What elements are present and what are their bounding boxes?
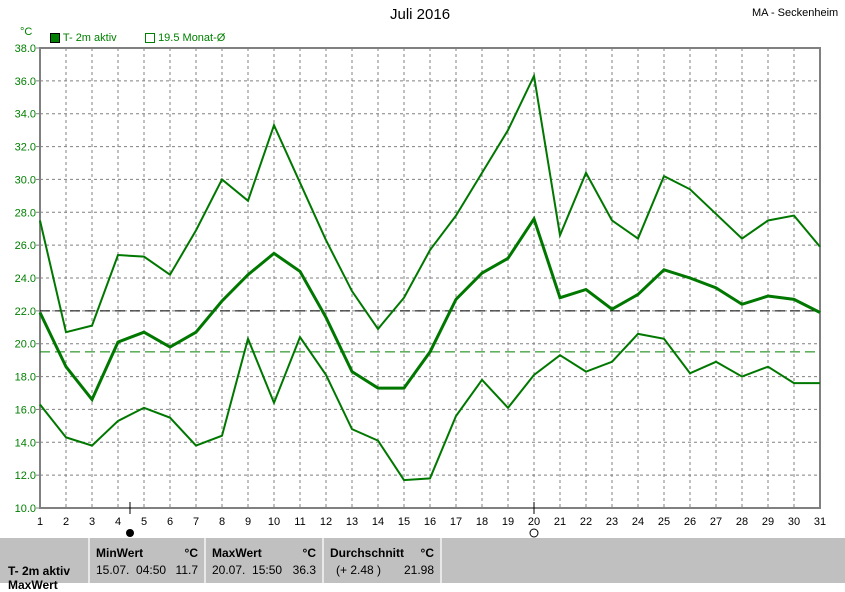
y-tick-label: 26.0 xyxy=(15,240,36,252)
station-name: MA - Seckenheim xyxy=(752,7,839,19)
y-tick-label: 36.0 xyxy=(15,76,36,88)
x-tick-label: 17 xyxy=(450,516,462,528)
full-moon-icon xyxy=(529,528,539,538)
x-tick-label: 22 xyxy=(580,516,592,528)
y-tick-label: 22.0 xyxy=(15,306,36,318)
max-time: 20.07. 15:50 xyxy=(212,563,283,577)
x-tick-label: 3 xyxy=(89,516,95,528)
x-tick-label: 7 xyxy=(193,516,199,528)
x-tick-label: 19 xyxy=(502,516,514,528)
x-tick-label: 26 xyxy=(684,516,696,528)
min-unit: °C xyxy=(184,546,198,560)
y-tick-label: 30.0 xyxy=(15,174,36,186)
x-tick-label: 21 xyxy=(554,516,566,528)
legend-average: 19.5 Monat-Ø xyxy=(145,32,225,44)
min-value: 11.7 xyxy=(175,563,198,577)
x-tick-label: 2 xyxy=(63,516,69,528)
avg-header: Durchschnitt xyxy=(330,546,405,560)
y-tick-label: 10.0 xyxy=(15,503,36,515)
y-tick-label: 14.0 xyxy=(15,437,36,449)
x-tick-label: 29 xyxy=(762,516,774,528)
x-tick-label: 9 xyxy=(245,516,251,528)
stats-row2-label: MaxWert xyxy=(8,578,58,592)
x-tick-label: 6 xyxy=(167,516,173,528)
y-tick-label: 34.0 xyxy=(15,109,36,121)
x-tick-label: 27 xyxy=(710,516,722,528)
x-tick-label: 14 xyxy=(372,516,384,528)
legend-series: T- 2m aktiv xyxy=(50,32,117,44)
max-value: 36.3 xyxy=(292,563,316,577)
x-tick-label: 30 xyxy=(788,516,800,528)
legend-swatch-empty xyxy=(145,33,155,44)
avg-deviation: (+ 2.48 ) xyxy=(336,563,382,577)
y-tick-label: 32.0 xyxy=(15,142,36,154)
series-line-max xyxy=(39,72,821,334)
y-tick-label: 24.0 xyxy=(15,273,36,285)
y-tick-label: 38.0 xyxy=(15,43,36,55)
x-tick-label: 31 xyxy=(814,516,826,528)
y-tick-label: 28.0 xyxy=(15,207,36,219)
avg-value: 21.98 xyxy=(403,563,434,577)
plot-frame xyxy=(39,47,821,509)
min-header: MinWert xyxy=(96,546,144,560)
x-tick-label: 16 xyxy=(424,516,436,528)
y-tick-label: 16.0 xyxy=(15,404,36,416)
stats-row-label: T- 2m aktiv xyxy=(8,564,71,578)
y-tick-label: 12.0 xyxy=(15,470,36,482)
y-tick-label: 20.0 xyxy=(15,339,36,351)
x-tick-label: 28 xyxy=(736,516,748,528)
chart-title: Juli 2016 xyxy=(390,6,451,23)
x-tick-label: 20 xyxy=(528,516,540,528)
x-tick-label: 10 xyxy=(268,516,280,528)
x-tick-label: 23 xyxy=(606,516,618,528)
x-tick-label: 11 xyxy=(294,516,305,528)
x-tick-label: 15 xyxy=(398,516,410,528)
series-line-min xyxy=(39,332,820,482)
x-tick-label: 18 xyxy=(476,516,488,528)
legend-swatch-filled xyxy=(50,33,60,44)
x-tick-label: 5 xyxy=(141,516,147,528)
series-line-mean xyxy=(38,215,821,403)
temperature-chart: 10.0 12.0 14.0 16.0 18.0 20.0 22.0 24.0 26.0 28.0… xyxy=(15,43,826,538)
stats-panel: T- 2m aktiv MaxWert MinWert °C 15.07. 04… xyxy=(0,538,845,592)
x-tick-label: 24 xyxy=(632,516,644,528)
max-header: MaxWert xyxy=(212,546,262,560)
x-tick-label: 8 xyxy=(219,516,225,528)
min-time: 15.07. 04:50 xyxy=(96,563,167,577)
y-tick-label: 18.0 xyxy=(15,372,36,384)
x-tick-label: 1 xyxy=(37,516,43,528)
x-tick-label: 4 xyxy=(115,516,121,528)
x-tick-label: 13 xyxy=(346,516,358,528)
x-tick-label: 12 xyxy=(320,516,332,528)
avg-unit: °C xyxy=(420,546,434,560)
new-moon-icon xyxy=(126,529,134,537)
y-unit: °C xyxy=(20,26,33,38)
max-unit: °C xyxy=(302,546,316,560)
x-tick-label: 25 xyxy=(658,516,670,528)
